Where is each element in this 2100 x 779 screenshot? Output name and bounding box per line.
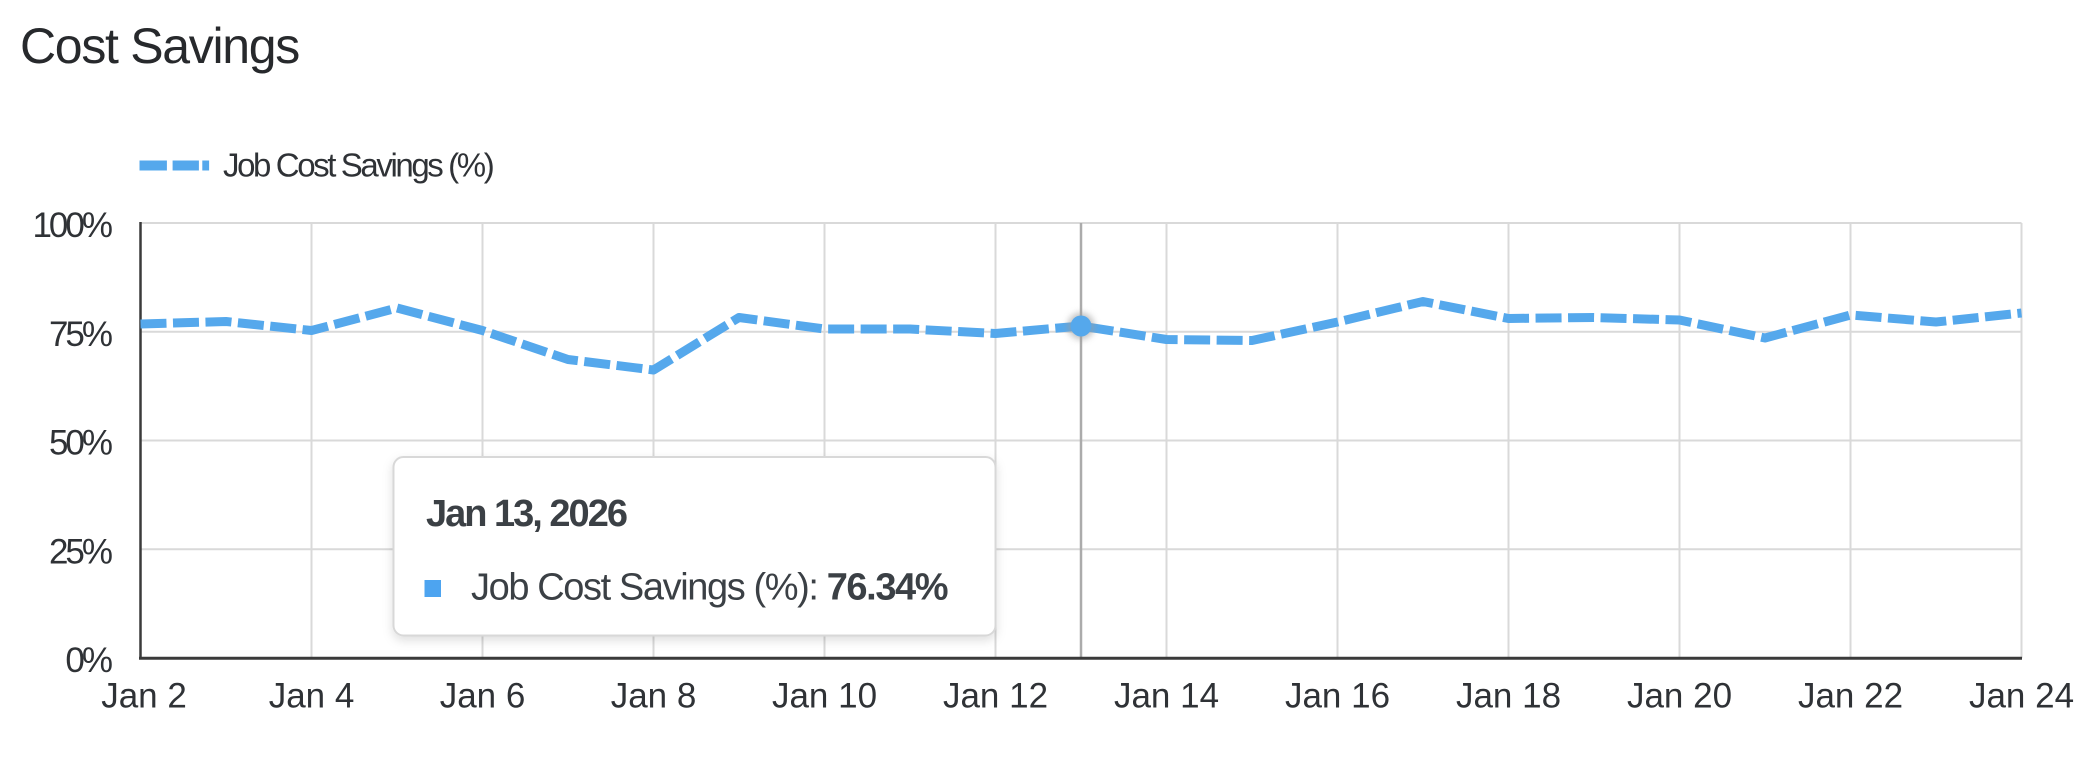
svg-text:75%: 75% <box>49 315 112 354</box>
svg-text:Jan 13, 2026: Jan 13, 2026 <box>426 493 627 535</box>
svg-text:Jan 14: Jan 14 <box>1114 677 1219 716</box>
svg-text:Jan 4: Jan 4 <box>269 677 355 716</box>
svg-text:Job Cost Savings (%): 76.34%: Job Cost Savings (%): 76.34% <box>471 567 948 609</box>
svg-text:0%: 0% <box>65 641 111 680</box>
svg-text:25%: 25% <box>49 532 112 571</box>
svg-text:Jan 8: Jan 8 <box>611 677 697 716</box>
svg-text:Jan 2: Jan 2 <box>101 677 187 716</box>
svg-text:Cost Savings: Cost Savings <box>20 18 299 74</box>
svg-text:50%: 50% <box>49 424 112 463</box>
svg-text:Jan 18: Jan 18 <box>1456 677 1561 716</box>
svg-text:Jan 6: Jan 6 <box>440 677 526 716</box>
svg-text:Jan 22: Jan 22 <box>1798 677 1903 716</box>
svg-text:Jan 20: Jan 20 <box>1627 677 1732 716</box>
svg-text:Jan 10: Jan 10 <box>772 677 877 716</box>
svg-text:Jan 24: Jan 24 <box>1969 677 2074 716</box>
svg-text:Jan 16: Jan 16 <box>1285 677 1390 716</box>
svg-text:Jan 12: Jan 12 <box>943 677 1048 716</box>
svg-text:100%: 100% <box>32 206 111 245</box>
svg-text:Job Cost Savings (%): Job Cost Savings (%) <box>223 147 493 184</box>
